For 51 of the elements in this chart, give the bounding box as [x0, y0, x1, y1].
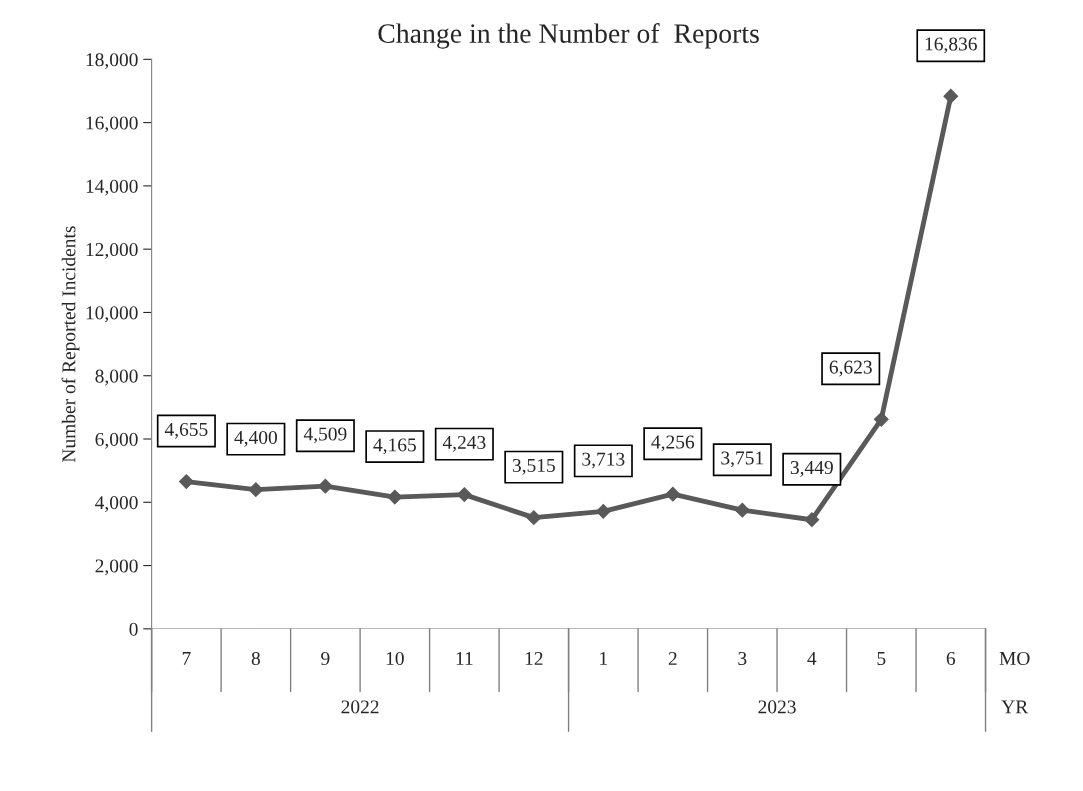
point [387, 489, 403, 505]
point [248, 482, 264, 498]
data-label: 3,449 [790, 461, 833, 477]
point [456, 487, 472, 502]
x-tick-label: 4 [807, 652, 817, 665]
point [178, 474, 194, 489]
y-tick-label: 4,000 [95, 496, 138, 513]
x-tick-label: 8 [251, 651, 260, 666]
text: YR [1001, 700, 1029, 714]
x-tick-label: 7 [182, 652, 191, 665]
text: 2022 [341, 700, 379, 714]
y-tick-label: 2,000 [95, 559, 138, 576]
data-label: 4,655 [164, 422, 208, 439]
y-tick-label: 12,000 [86, 242, 138, 259]
data-label: 3,713 [582, 452, 625, 469]
x-tick-label: 6 [946, 651, 956, 666]
y-tick-label: 14,000 [86, 179, 138, 196]
data-label: 4,243 [442, 435, 486, 452]
y-tick-label: 10,000 [86, 306, 138, 323]
data-label: 4,165 [373, 438, 416, 455]
data-label: 6,623 [829, 360, 872, 377]
x-tick-label: 9 [321, 651, 330, 666]
point [734, 502, 750, 518]
y-tick-label: 18,000 [86, 53, 138, 70]
data-label: 4,256 [651, 435, 695, 452]
x-tick-label: 1 [600, 652, 608, 665]
chart-title: Change in the Number of Reports [378, 23, 759, 49]
y-tick-label: 6,000 [95, 432, 138, 449]
x-tick-label: 3 [738, 651, 747, 666]
x-tick-label: 12 [525, 651, 543, 665]
text: MO [999, 651, 1030, 666]
y-axis-title: Number of Reported Incidents [61, 226, 80, 463]
text: 2023 [758, 700, 796, 714]
x-tick-label: 5 [877, 652, 886, 666]
point [595, 503, 611, 519]
point [665, 486, 681, 502]
point [943, 88, 959, 104]
x-tick-label: 10 [386, 651, 404, 666]
y-tick-label: 8,000 [95, 369, 138, 386]
x-tick-label: 2 [668, 651, 677, 665]
x-tick-label: 11 [456, 652, 473, 665]
point [804, 512, 820, 528]
y-tick-label: 0 [129, 622, 138, 636]
y-tick-label: 16,000 [86, 116, 138, 133]
data-label: 4,400 [234, 430, 277, 447]
point [526, 510, 542, 526]
data-label: 3,751 [721, 451, 764, 468]
point [873, 411, 889, 427]
data-label: 4,509 [303, 427, 347, 444]
data-label: 3,515 [512, 458, 555, 475]
data-label: 16,836 [925, 37, 977, 54]
